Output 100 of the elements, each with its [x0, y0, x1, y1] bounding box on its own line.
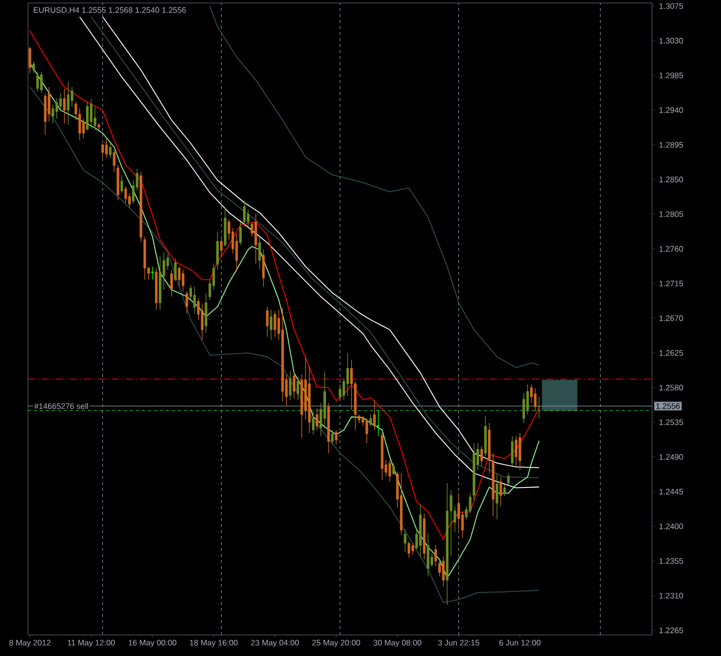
y-tick-label: 1.2265 [659, 628, 683, 634]
x-tick-label: 30 May 08:00 [374, 640, 422, 648]
candlestick [346, 352, 349, 396]
candlestick [186, 290, 188, 314]
candlestick [266, 306, 269, 338]
y-tick-label: 1.2715 [659, 280, 683, 286]
y-tick-label: 1.2760 [659, 246, 684, 252]
candlestick [522, 392, 526, 424]
candlestick [434, 544, 437, 567]
candlestick [174, 258, 177, 282]
candlestick [101, 142, 104, 158]
y-tick-label: 1.3030 [659, 38, 684, 44]
candlestick [216, 232, 219, 270]
candlestick [442, 556, 445, 587]
x-tick-label: 16 May 00:00 [128, 640, 176, 648]
candlestick [170, 269, 173, 297]
candlestick [270, 309, 272, 340]
candlestick [392, 462, 395, 476]
candlestick [105, 138, 108, 158]
candlestick [59, 92, 62, 112]
candlestick [331, 430, 334, 445]
candlestick [438, 559, 441, 577]
y-tick-label: 1.2625 [659, 350, 683, 356]
candlestick [246, 209, 250, 227]
candlestick [534, 388, 537, 412]
candlestick [52, 104, 54, 124]
candlestick [500, 476, 502, 507]
candlestick [200, 303, 204, 340]
y-tick-label: 1.2400 [659, 523, 684, 530]
candlestick [292, 371, 296, 399]
x-tick-label: 18 May 16:00 [190, 640, 238, 648]
chart-title: EURUSD,H4 1.2555 1.2568 1.2540 1.2556 [34, 7, 186, 14]
y-tick-label: 1.2580 [659, 384, 684, 390]
candlestick [334, 430, 338, 445]
candlestick [63, 88, 66, 124]
y-tick-label: 1.2670 [659, 315, 684, 322]
candlestick [338, 384, 342, 400]
y-tick-label: 1.2355 [659, 558, 683, 564]
candlestick [120, 174, 124, 194]
candlestick [296, 376, 300, 400]
x-tick-label: 3 Jun 22:15 [438, 640, 480, 646]
candlestick [388, 460, 392, 482]
x-tick-label: 8 May 2012 [9, 640, 50, 648]
y-tick-label: 1.3075 [659, 3, 683, 9]
candlestick [503, 484, 506, 497]
y-tick-label: 1.2490 [659, 454, 684, 460]
candlestick [32, 61, 36, 74]
candlestick [526, 384, 529, 415]
candlestick [514, 436, 518, 467]
candlestick [538, 396, 540, 419]
x-tick-label: 6 Jun 12:00 [499, 640, 541, 646]
candlestick [124, 186, 127, 204]
candlestick [193, 286, 196, 314]
candlestick [377, 410, 380, 436]
line-series [209, 6, 540, 368]
candlestick [288, 371, 292, 400]
y-tick-label: 1.2805 [659, 211, 683, 217]
ref-line-label: #14665276 sell [34, 403, 88, 410]
candlestick [480, 446, 483, 467]
candlestick [36, 71, 39, 92]
candlestick [109, 142, 112, 158]
candlestick [28, 46, 32, 74]
candlestick [366, 418, 368, 444]
candlestick [243, 200, 246, 227]
candlestick [258, 236, 261, 270]
y-tick-label: 1.2985 [659, 72, 683, 78]
candlestick [182, 269, 184, 292]
candlestick [426, 532, 430, 577]
candlestick [369, 414, 372, 426]
candlestick [373, 400, 376, 430]
candlestick [530, 384, 533, 404]
x-tick-label: 25 May 20:00 [312, 640, 360, 648]
candlestick [408, 541, 410, 558]
x-tick-label: 23 May 04:00 [251, 640, 299, 648]
candlestick [262, 249, 265, 287]
candlestick [112, 150, 116, 172]
candlestick [86, 101, 89, 131]
candlestick [411, 542, 414, 556]
x-tick-label: 11 May 12:00 [68, 640, 115, 648]
y-tick-label: 1.2895 [659, 142, 683, 148]
candlestick [178, 266, 180, 287]
candlestick [316, 408, 318, 430]
candlestick [94, 106, 96, 131]
candlestick [496, 472, 498, 520]
candlestick [48, 86, 50, 122]
y-tick-label: 1.2445 [659, 488, 683, 494]
candlestick [468, 492, 472, 514]
candlestick [90, 98, 92, 129]
y-tick-label: 1.2310 [659, 592, 684, 599]
y-tick-label: 1.2850 [659, 176, 684, 182]
candlestick [151, 266, 154, 280]
annotation: 1.2556 [656, 403, 680, 409]
candlestick [239, 222, 242, 246]
candlestick [40, 71, 43, 94]
y-tick-label: 1.2940 [659, 107, 684, 113]
candlestick [507, 472, 510, 486]
candlestick [274, 310, 276, 338]
candlestick [511, 436, 514, 467]
candlestick [518, 432, 522, 470]
candlestick [70, 86, 74, 108]
